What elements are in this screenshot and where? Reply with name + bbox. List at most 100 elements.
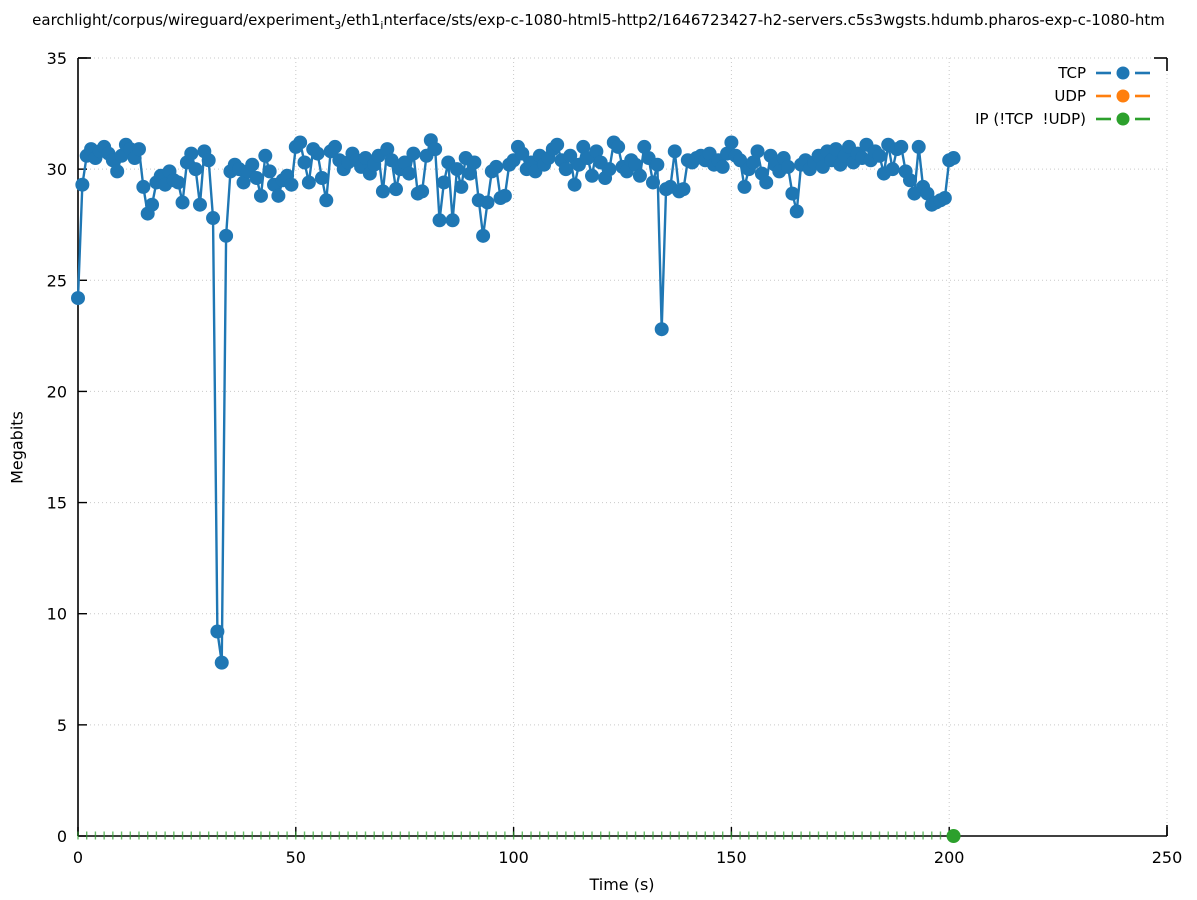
tcp-data-point: [136, 179, 151, 194]
tcp-data-point: [785, 186, 800, 201]
tcp-data-point: [872, 148, 887, 163]
tcp-data-point: [236, 175, 251, 190]
tcp-data-point: [497, 188, 512, 203]
tcp-data-point: [654, 322, 669, 337]
tcp-data-point: [449, 162, 464, 177]
tcp-data-point: [454, 179, 469, 194]
tcp-data-point: [406, 146, 421, 161]
tcp-data-point: [310, 146, 325, 161]
tcp-data-point: [253, 188, 268, 203]
tcp-data-point: [284, 177, 299, 192]
tcp-data-point: [759, 175, 774, 190]
chart-title-part2: /eth1: [341, 11, 381, 29]
tcp-data-point: [297, 155, 312, 170]
legend: TCP UDP IP (!TCP !UDP): [975, 61, 1150, 130]
tcp-data-point: [746, 155, 761, 170]
tcp-data-point: [184, 146, 199, 161]
tcp-data-point: [946, 151, 961, 166]
tcp-data-point: [628, 157, 643, 172]
tcp-data-point: [563, 148, 578, 163]
tcp-data-point: [71, 291, 85, 306]
tcp-data-point: [576, 139, 591, 154]
tcp-data-point: [219, 228, 234, 243]
legend-sample-udp: [1096, 89, 1150, 102]
tcp-data-point: [611, 139, 626, 154]
y-tick-label: 5: [57, 716, 67, 735]
tcp-data-point: [428, 142, 443, 157]
tcp-data-point: [676, 182, 691, 197]
legend-item-udp: UDP: [1054, 84, 1150, 107]
tcp-data-point: [402, 166, 417, 181]
tcp-data-point: [175, 195, 190, 210]
tcp-data-point: [415, 184, 430, 199]
tcp-data-point: [249, 171, 264, 186]
tcp-data-point: [637, 139, 652, 154]
tcp-data-point: [589, 144, 604, 159]
chart-title: earchlight/corpus/wireguard/experiment3/…: [0, 11, 1197, 32]
tcp-data-point: [375, 184, 390, 199]
chart-title-part1: earchlight/corpus/wireguard/experiment: [32, 11, 335, 29]
x-tick-label: 50: [286, 848, 306, 867]
tcp-data-point: [715, 159, 730, 174]
chart-title-subscript2: i: [380, 19, 384, 32]
y-axis-label: Megabits: [7, 411, 27, 484]
x-tick-label: 250: [1152, 848, 1183, 867]
tcp-data-point: [436, 175, 451, 190]
tcp-data-point: [258, 148, 273, 163]
tcp-data-point: [585, 168, 600, 183]
tcp-data-point: [667, 144, 682, 159]
tcp-data-point: [489, 159, 504, 174]
tcp-data-point: [388, 182, 403, 197]
chart-title-subscript1: 3: [334, 19, 342, 32]
legend-label: TCP: [1058, 63, 1086, 82]
x-tick-label: 0: [73, 848, 83, 867]
tcp-data-point: [245, 157, 260, 172]
tcp-data-point: [314, 171, 329, 186]
tcp-data-point: [902, 173, 917, 188]
y-tick-label: 15: [47, 494, 67, 513]
legend-label: UDP: [1054, 86, 1086, 105]
y-tick-label: 20: [47, 382, 67, 401]
legend-label: IP (!TCP !UDP): [975, 109, 1086, 128]
tcp-data-point: [192, 197, 207, 212]
y-tick-label: 35: [47, 49, 67, 68]
tcp-data-point: [550, 137, 565, 152]
tcp-data-point: [558, 162, 573, 177]
legend-item-ip-tcp-udp: IP (!TCP !UDP): [975, 107, 1150, 130]
tcp-data-point: [75, 177, 90, 192]
tcp-data-point: [384, 153, 399, 168]
tcp-data-point: [650, 157, 665, 172]
y-tick-label: 30: [47, 160, 67, 179]
y-tick-label: 0: [57, 827, 67, 846]
tcp-data-point: [171, 175, 186, 190]
tcp-data-point: [445, 213, 460, 228]
x-axis-label: Time (s): [589, 875, 655, 894]
tcp-data-point: [632, 168, 647, 183]
tcp-data-point: [214, 655, 229, 670]
tcp-data-point: [480, 195, 495, 210]
tcp-data-point: [894, 139, 909, 154]
tcp-data-point: [131, 142, 146, 157]
tcp-data-point: [463, 166, 478, 181]
tcp-data-point: [602, 162, 617, 177]
ip-data-point: [946, 829, 961, 843]
x-tick-label: 100: [498, 848, 529, 867]
tcp-data-point: [724, 135, 739, 150]
tcp-data-point: [567, 177, 582, 192]
tcp-data-point: [911, 139, 926, 154]
tcp-data-point: [293, 135, 308, 150]
tcp-data-point: [476, 228, 491, 243]
tcp-data-point: [515, 146, 530, 161]
tcp-data-point: [145, 197, 160, 212]
tcp-data-point: [188, 162, 203, 177]
y-tick-label: 25: [47, 271, 67, 290]
tcp-data-point: [432, 213, 447, 228]
tcp-data-point: [201, 153, 216, 168]
tcp-data-point: [920, 186, 935, 201]
tcp-data-point: [319, 193, 334, 208]
tcp-data-point: [397, 155, 412, 170]
tcp-data-point: [301, 175, 316, 190]
tcp-data-point: [467, 155, 482, 170]
